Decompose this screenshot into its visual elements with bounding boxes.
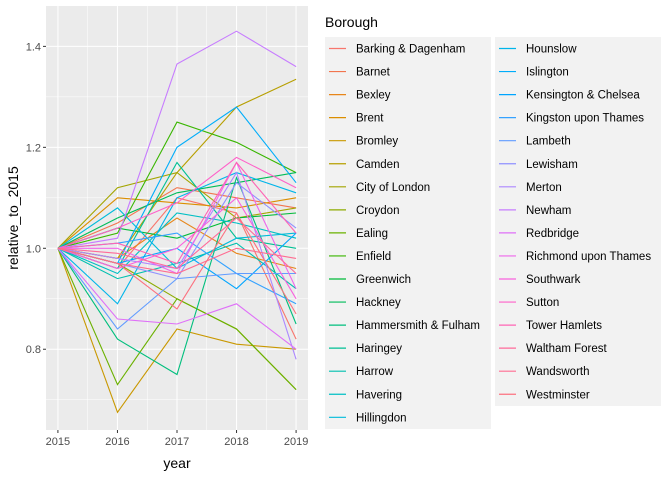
legend-label: Brent (356, 113, 384, 125)
legend-label: Harrow (356, 366, 394, 378)
legend-label: Havering (356, 389, 402, 401)
legend-label: Lewisham (526, 159, 578, 171)
legend-label: Tower Hamlets (526, 320, 602, 332)
x-tick-label: 2016 (105, 436, 129, 448)
legend-label: Barking & Dagenham (356, 44, 465, 56)
series-line (57, 30, 297, 249)
legend-label: Islington (526, 67, 569, 79)
legend-label: City of London (356, 182, 430, 194)
legend: Borough Barking & Dagenham Barnet Bexley Br… (325, 14, 661, 429)
legend-label: Merton (526, 182, 562, 194)
legend-label: Hillingdon (356, 412, 407, 424)
legend-label: Newham (526, 205, 571, 217)
legend-label: Bexley (356, 90, 391, 102)
legend-label: Wandsworth (526, 366, 590, 378)
legend-label: Haringey (356, 343, 402, 355)
legend-label: Waltham Forest (526, 343, 608, 355)
x-tick-label: 2017 (165, 436, 189, 448)
legend-label: Kingston upon Thames (526, 113, 644, 125)
x-tick-label: 2015 (46, 436, 70, 448)
series-line (57, 121, 297, 249)
legend-key-background (325, 37, 491, 429)
x-axis-title: year (163, 455, 191, 471)
series-line (57, 156, 297, 249)
legend-label: Hounslow (526, 44, 577, 56)
legend-label: Kensington & Chelsea (526, 90, 640, 102)
legend-label: Lambeth (526, 136, 571, 148)
y-axis-title: relative_to_2015 (5, 166, 21, 270)
series-line (57, 175, 297, 376)
series-line (57, 172, 297, 249)
series-line (57, 172, 297, 305)
x-tick-label: 2018 (224, 436, 248, 448)
series-lines (57, 30, 297, 414)
legend-items: Barking & Dagenham Barnet Bexley Brent Broml… (329, 44, 651, 424)
series-line (57, 248, 297, 390)
legend-label: Camden (356, 159, 399, 171)
legend-label: Southwark (526, 274, 581, 286)
legend-label: Enfield (356, 251, 391, 263)
y-tick-label: 1.2 (26, 142, 41, 154)
y-tick-label: 1.0 (26, 243, 41, 255)
legend-label: Richmond upon Thames (526, 251, 651, 263)
series-line (57, 187, 297, 249)
y-tick-label: 1.4 (26, 41, 41, 53)
series-line (57, 217, 297, 274)
legend-label: Hackney (356, 297, 401, 309)
series-line (57, 247, 297, 350)
series-line (57, 196, 297, 300)
series-line (57, 211, 297, 315)
legend-label: Sutton (526, 297, 559, 309)
legend-label: Westminster (526, 389, 590, 401)
series-line (57, 248, 297, 414)
y-axis: 0.8 1.0 1.2 1.4 (26, 41, 46, 356)
y-tick-label: 0.8 (26, 344, 41, 356)
series-line (57, 212, 297, 275)
x-tick-label: 2019 (284, 436, 308, 448)
legend-title: Borough (325, 14, 378, 30)
legend-label: Barnet (356, 67, 391, 79)
legend-label: Redbridge (526, 228, 579, 240)
legend-label: Ealing (356, 228, 388, 240)
series-line (57, 161, 297, 265)
legend-label: Croydon (356, 205, 399, 217)
legend-label: Greenwich (356, 274, 411, 286)
legend-label: Hammersmith & Fulham (356, 320, 480, 332)
legend-key-background (495, 37, 661, 406)
x-axis: 2015 2016 2017 2018 2019 (46, 430, 308, 448)
legend-label: Bromley (356, 136, 398, 148)
